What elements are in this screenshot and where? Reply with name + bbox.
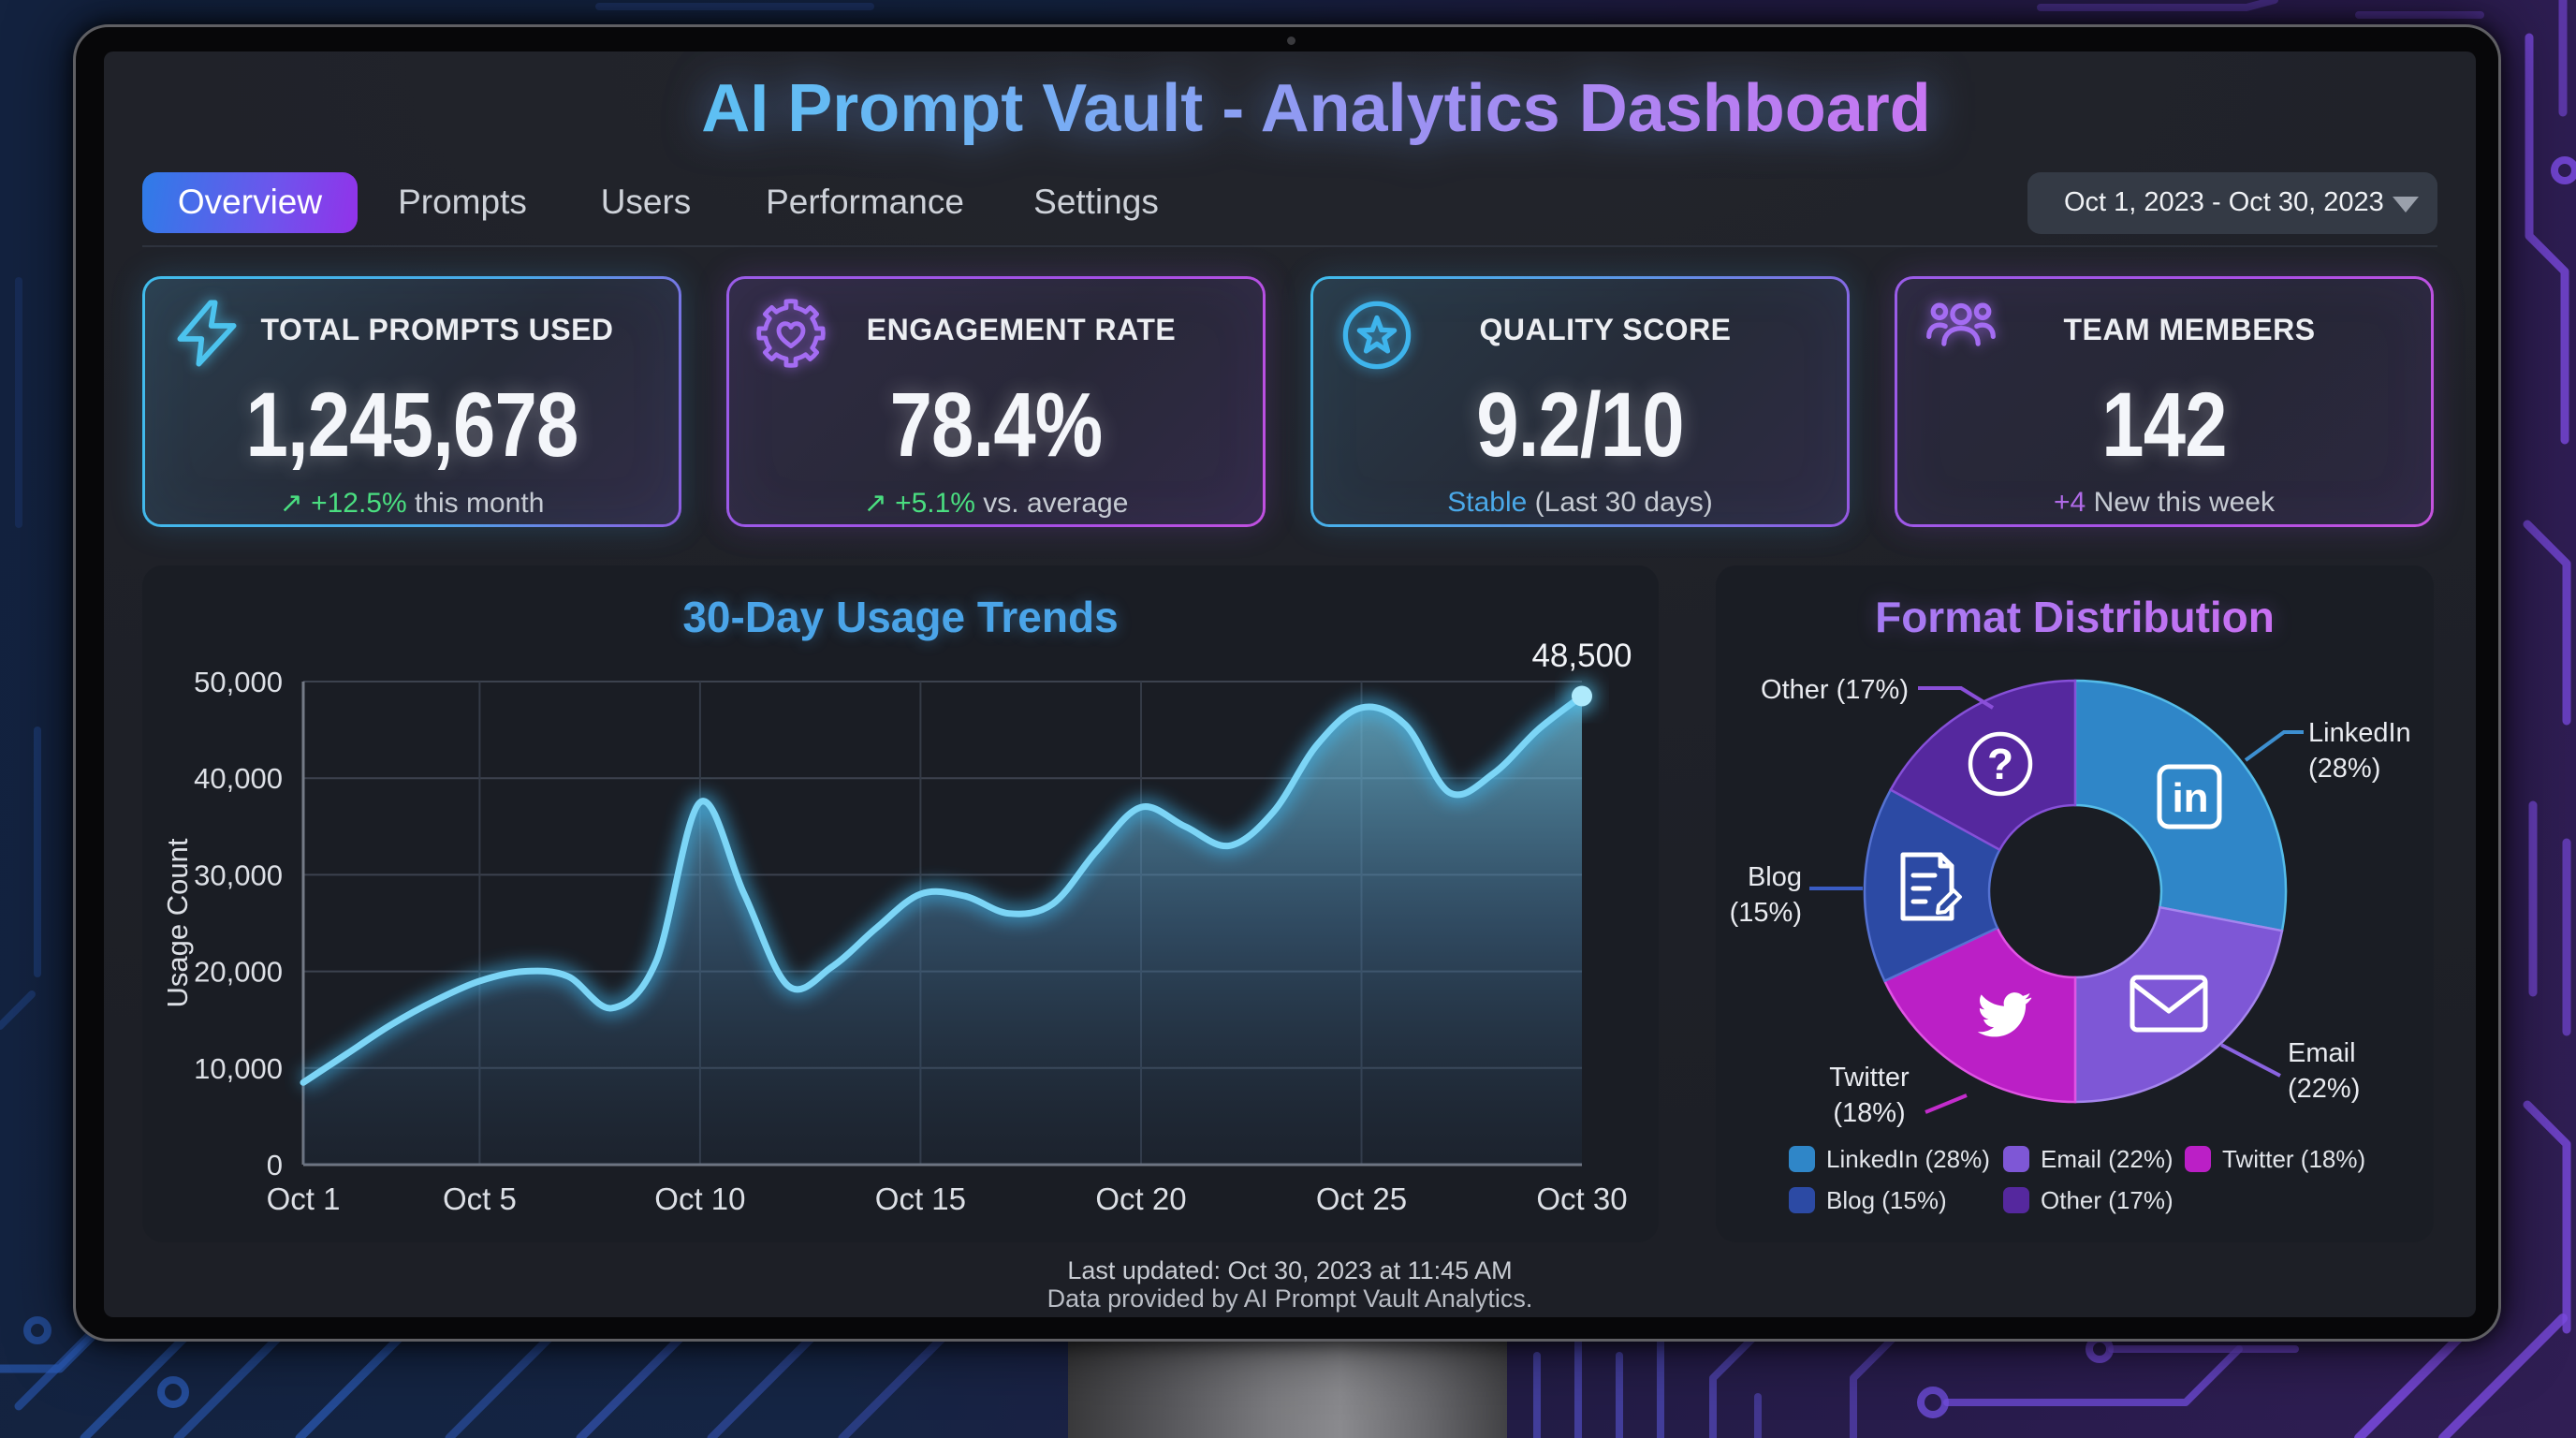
svg-text:Usage Count: Usage Count — [161, 838, 194, 1007]
svg-text:30,000: 30,000 — [194, 858, 283, 891]
svg-text:Blog (15%): Blog (15%) — [1826, 1186, 1947, 1214]
svg-text:40,000: 40,000 — [194, 762, 283, 795]
svg-text:10,000: 10,000 — [194, 1052, 283, 1085]
svg-text:?: ? — [1987, 740, 2013, 788]
svg-text:50,000: 50,000 — [194, 666, 283, 698]
svg-text:20,000: 20,000 — [194, 956, 283, 989]
svg-text:Oct 25: Oct 25 — [1316, 1181, 1407, 1216]
svg-text:Oct 15: Oct 15 — [875, 1181, 966, 1216]
svg-text:(22%): (22%) — [2288, 1074, 2360, 1104]
svg-text:Twitter (18%): Twitter (18%) — [2222, 1145, 2365, 1173]
svg-text:Oct 30: Oct 30 — [1536, 1181, 1627, 1216]
svg-text:LinkedIn: LinkedIn — [2308, 718, 2411, 748]
svg-text:0: 0 — [267, 1149, 283, 1181]
svg-text:Oct 1: Oct 1 — [267, 1181, 341, 1216]
svg-text:Oct 5: Oct 5 — [443, 1181, 517, 1216]
svg-text:Oct 20: Oct 20 — [1095, 1181, 1186, 1216]
svg-text:(18%): (18%) — [1833, 1098, 1905, 1128]
svg-text:48,500: 48,500 — [1531, 638, 1632, 674]
svg-text:Blog: Blog — [1748, 862, 1802, 892]
svg-text:Twitter: Twitter — [1829, 1063, 1910, 1093]
svg-text:(15%): (15%) — [1730, 898, 1802, 928]
svg-text:Email (22%): Email (22%) — [2041, 1145, 2174, 1173]
svg-text:LinkedIn (28%): LinkedIn (28%) — [1826, 1145, 1990, 1173]
svg-text:Email: Email — [2288, 1038, 2356, 1068]
svg-text:(28%): (28%) — [2308, 754, 2380, 784]
svg-text:Oct 10: Oct 10 — [654, 1181, 745, 1216]
svg-text:Other (17%): Other (17%) — [1761, 675, 1909, 705]
svg-text:Other (17%): Other (17%) — [2041, 1186, 2174, 1214]
svg-text:in: in — [2172, 775, 2208, 821]
